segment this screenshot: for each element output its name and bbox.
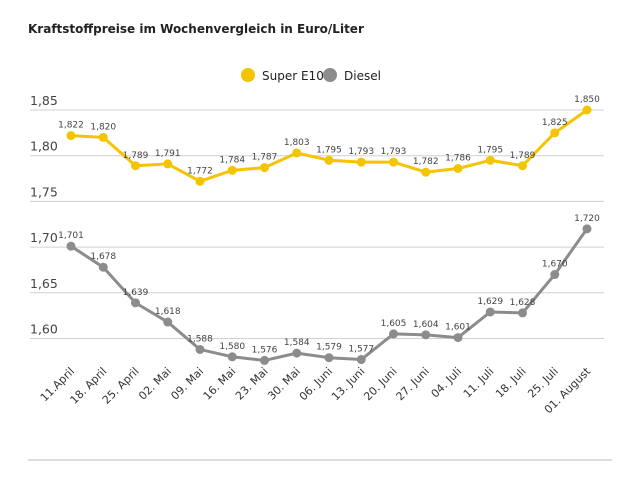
data-label: 1,629 xyxy=(477,297,503,307)
x-tick-label: 11. Juli xyxy=(461,365,497,401)
data-point xyxy=(324,353,334,363)
data-label: 1,782 xyxy=(413,157,439,167)
data-label: 1,784 xyxy=(219,155,245,165)
data-label: 1,628 xyxy=(510,298,536,308)
data-point xyxy=(131,298,140,308)
legend-marker xyxy=(323,68,337,82)
x-tick-label: 09. Mai xyxy=(168,365,206,403)
data-point xyxy=(195,344,205,354)
data-label: 1,793 xyxy=(348,147,374,157)
data-point xyxy=(260,163,269,173)
x-tick-label: 18. Juli xyxy=(493,365,529,401)
y-tick-label: 1,85 xyxy=(30,93,58,108)
data-point xyxy=(550,270,560,280)
data-point xyxy=(66,131,76,141)
x-tick-label: 20. Juni xyxy=(361,365,399,403)
data-label: 1,720 xyxy=(574,214,600,224)
chart-title: Kraftstoffpreise im Wochenvergleich in E… xyxy=(28,22,364,36)
data-label: 1,789 xyxy=(510,151,536,161)
data-label: 1,701 xyxy=(58,231,84,241)
y-tick-label: 1,75 xyxy=(30,184,58,199)
data-label: 1,639 xyxy=(123,288,149,298)
x-tick-label: 16. Mai xyxy=(201,365,239,403)
data-label: 1,618 xyxy=(155,307,181,317)
data-point xyxy=(421,330,431,340)
data-point xyxy=(518,161,527,171)
data-point xyxy=(389,329,398,339)
data-point xyxy=(356,355,366,365)
data-point xyxy=(453,333,463,343)
data-label: 1,576 xyxy=(252,345,278,355)
data-point xyxy=(227,352,237,362)
data-point xyxy=(550,128,560,138)
data-label: 1,803 xyxy=(284,138,310,148)
legend-label: Diesel xyxy=(344,69,381,83)
data-label: 1,820 xyxy=(90,122,116,132)
data-point xyxy=(292,348,302,358)
y-tick-label: 1,60 xyxy=(30,322,58,337)
data-point xyxy=(453,163,463,173)
data-label: 1,588 xyxy=(187,334,213,344)
data-point xyxy=(163,317,173,327)
legend-label: Super E10 xyxy=(262,69,324,83)
data-point xyxy=(421,167,431,177)
data-label: 1,795 xyxy=(316,145,342,155)
data-label: 1,670 xyxy=(542,260,568,270)
y-tick-label: 1,70 xyxy=(30,230,58,245)
data-label: 1,577 xyxy=(348,345,374,355)
x-tick-label: 02. Mai xyxy=(136,365,174,403)
x-tick-label: 04. Juli xyxy=(429,365,465,401)
data-label: 1,850 xyxy=(574,95,600,105)
data-point xyxy=(195,176,205,186)
data-label: 1,601 xyxy=(445,323,471,333)
data-point xyxy=(485,155,495,165)
data-label: 1,787 xyxy=(252,153,278,163)
legend-marker xyxy=(241,68,255,82)
data-point xyxy=(260,355,269,365)
data-label: 1,605 xyxy=(381,319,407,329)
data-label: 1,772 xyxy=(187,166,213,176)
data-label: 1,584 xyxy=(284,338,310,348)
data-point xyxy=(131,161,140,171)
data-label: 1,825 xyxy=(542,118,568,128)
data-point xyxy=(163,159,173,169)
y-tick-label: 1,65 xyxy=(30,276,58,291)
data-point xyxy=(324,155,334,165)
data-label: 1,791 xyxy=(155,149,181,159)
data-point xyxy=(66,241,76,251)
data-point xyxy=(98,262,108,272)
data-point xyxy=(227,165,237,175)
data-point xyxy=(582,224,592,234)
data-point xyxy=(485,307,495,317)
data-point xyxy=(356,157,366,167)
series-line xyxy=(70,227,589,362)
data-label: 1,795 xyxy=(477,145,503,155)
data-point xyxy=(292,148,302,158)
data-point xyxy=(98,132,108,142)
data-label: 1,678 xyxy=(90,252,116,262)
data-label: 1,793 xyxy=(381,147,407,157)
x-tick-label: 27. Juni xyxy=(394,365,432,403)
data-label: 1,786 xyxy=(445,153,471,163)
data-point xyxy=(518,308,527,318)
x-tick-label: 13. Juni xyxy=(329,365,367,403)
data-point xyxy=(582,105,592,115)
data-label: 1,789 xyxy=(123,151,149,161)
x-tick-label: 23. Mai xyxy=(233,365,271,403)
x-tick-label: 06. Juni xyxy=(297,365,335,403)
y-tick-label: 1,80 xyxy=(30,139,58,154)
data-label: 1,580 xyxy=(219,342,245,352)
data-point xyxy=(389,157,398,167)
data-label: 1,604 xyxy=(413,320,439,330)
x-tick-label: 30. Mai xyxy=(265,365,303,403)
data-label: 1,579 xyxy=(316,343,342,353)
data-label: 1,822 xyxy=(58,121,84,131)
